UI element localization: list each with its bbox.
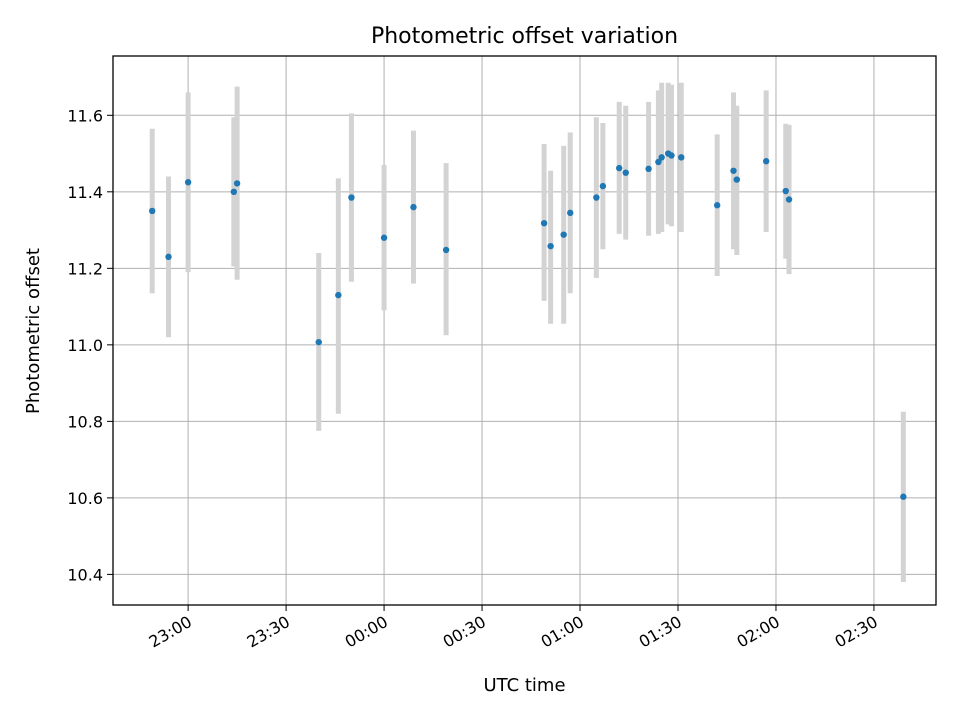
data-point	[655, 158, 662, 166]
y-tick-label: 11.6	[67, 106, 103, 125]
y-tick-label: 11.4	[67, 183, 103, 202]
data-point	[622, 169, 629, 176]
data-point	[782, 187, 789, 195]
plot-frame	[112, 55, 937, 606]
y-axis-label: Photometric offset	[23, 248, 44, 414]
data-point	[148, 207, 156, 215]
data-point	[593, 194, 600, 201]
plot-area	[113, 56, 936, 605]
chart-title: Photometric offset variation	[371, 24, 678, 49]
data-point	[599, 182, 607, 190]
data-point	[762, 158, 770, 165]
data-point	[410, 203, 417, 211]
data-point	[348, 194, 355, 201]
x-axis-label: UTC time	[483, 675, 565, 696]
y-tick-label: 10.4	[67, 565, 103, 584]
y-tick-label: 10.8	[67, 412, 103, 431]
data-point	[547, 242, 554, 250]
data-point	[540, 219, 548, 227]
data-point	[315, 338, 322, 346]
data-point	[658, 154, 665, 161]
y-tick-label: 11.0	[67, 336, 103, 355]
data-point	[713, 202, 721, 209]
data-point	[233, 180, 241, 187]
data-point	[165, 253, 172, 261]
y-tick-label: 10.6	[67, 489, 103, 508]
data-point	[668, 152, 675, 159]
data-point	[184, 179, 192, 186]
data-point	[230, 188, 238, 196]
data-point	[785, 196, 793, 203]
data-point	[442, 246, 450, 254]
data-point	[560, 231, 567, 238]
data-point	[380, 234, 388, 241]
data-point	[616, 164, 623, 172]
y-tick-label: 11.2	[67, 259, 103, 278]
data-point	[730, 167, 737, 174]
data-points	[148, 150, 907, 500]
y-axis-ticks: 10.4 10.6 10.8 11.0 11.2 11.4 11.6	[67, 106, 113, 584]
data-point	[335, 291, 342, 299]
grid	[113, 56, 936, 605]
data-point	[900, 493, 907, 500]
data-point	[678, 154, 685, 161]
data-point	[733, 176, 740, 183]
data-point	[645, 165, 652, 173]
data-point	[567, 209, 574, 217]
